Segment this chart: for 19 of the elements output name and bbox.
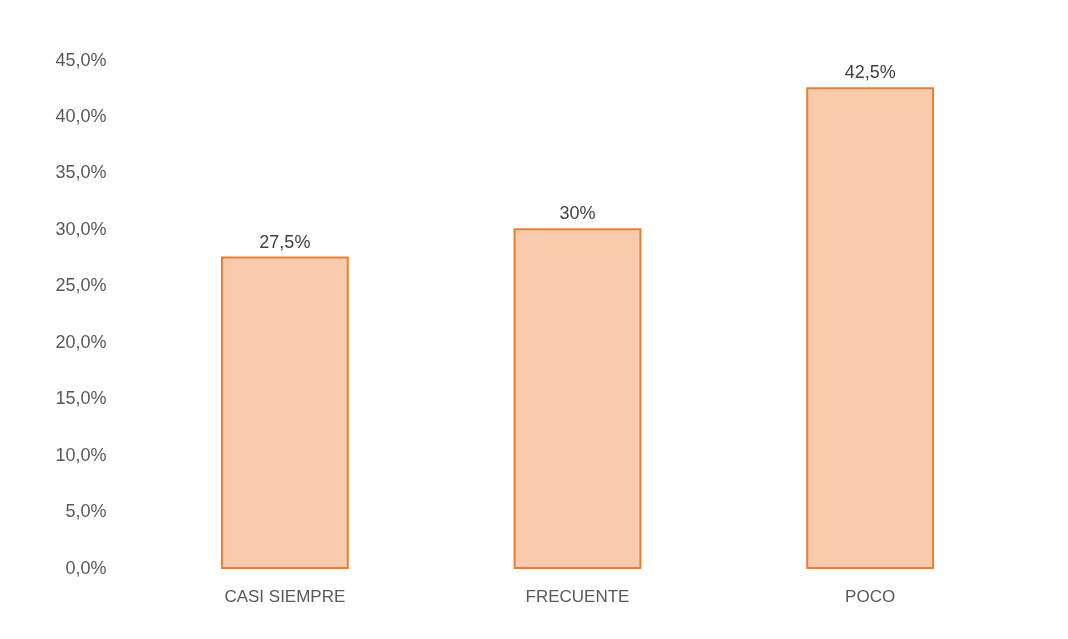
y-tick-label: 20,0% <box>55 331 107 352</box>
x-tick-label: CASI SIEMPRE <box>224 586 346 606</box>
x-tick-label: FRECUENTE <box>525 586 630 606</box>
y-tick-label: 45,0% <box>55 49 107 70</box>
y-tick-label: 5,0% <box>65 501 107 522</box>
data-label: 42,5% <box>844 62 896 83</box>
y-tick-label: 35,0% <box>55 162 107 183</box>
bar <box>806 87 935 569</box>
y-tick-label: 25,0% <box>55 275 107 296</box>
y-tick-label: 0,0% <box>65 557 107 578</box>
y-tick-label: 30,0% <box>55 218 107 239</box>
y-tick-label: 10,0% <box>55 444 107 465</box>
x-tick-label: POCO <box>845 586 896 606</box>
y-tick-label: 40,0% <box>55 105 107 126</box>
bar <box>220 256 349 569</box>
bar <box>513 228 642 569</box>
data-label: 27,5% <box>259 231 311 252</box>
y-tick-label: 15,0% <box>55 388 107 409</box>
data-label: 30% <box>559 203 596 224</box>
